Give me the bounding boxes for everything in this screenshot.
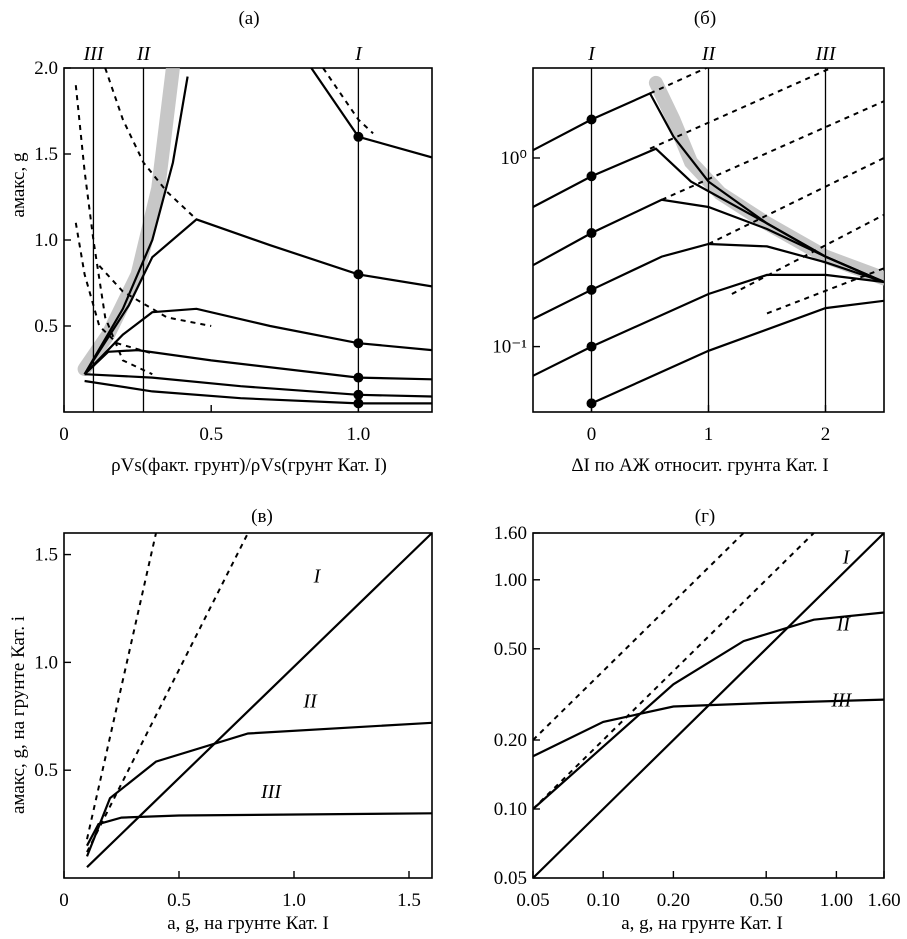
series-line-a-3 [83,348,432,381]
y-tick-label: 10⁻¹ [492,337,527,358]
x-tick-label: 0 [59,890,69,911]
y-tick-label: 1.00 [494,570,527,591]
series-II-c-1 [85,721,432,857]
data-point-a-2 [353,338,364,349]
x-tick-label: 0.10 [587,890,620,911]
data-point-a-5 [353,398,364,409]
vertical-label-I: I [587,43,596,65]
dashed-line-b-11 [766,267,884,315]
vertical-label-III: III [82,43,104,65]
dashed-line-a-10 [322,68,374,135]
dashed-line-d-4 [533,533,815,810]
y-tick-label: 1.5 [34,144,58,165]
data-point-b-0 [586,114,597,125]
data-point-b-4 [586,341,597,352]
dashed-line-b-7 [649,68,834,150]
y-tick-label: 1.5 [34,545,58,566]
data-point-a-0 [353,131,364,142]
plot-frame-a [63,67,433,413]
x-tick-label: 1.00 [820,890,853,911]
x-tick-label: 0.05 [516,890,549,911]
data-point-b-2 [586,228,597,239]
data-point-b-5 [586,398,597,409]
dashed-line-d-3 [533,533,745,741]
panel-a-title: (а) [238,8,259,29]
x-tick-label: 1.60 [867,890,900,911]
series-I-c-0 [86,533,432,868]
plot-frame-c [63,532,433,879]
panel-c-ylabel: aмакс, g, на грунте Кат. i [8,616,29,814]
line-label-II: II [302,691,318,713]
y-tick-label: 1.60 [494,523,527,544]
data-point-b-1 [586,171,597,182]
series-II-d-1 [533,611,884,810]
y-tick-label: 0.10 [494,799,527,820]
x-tick-label: 0 [587,424,597,445]
data-point-b-3 [586,284,597,295]
series-line-b-5 [591,299,884,405]
series-III-d-2 [533,698,884,758]
series-line-a-0 [83,76,189,375]
data-point-a-3 [353,372,364,383]
vertical-label-III: III [815,43,837,65]
dashed-line-b-9 [708,157,884,245]
x-tick-label: 0.20 [657,890,690,911]
dashed-line-c-4 [86,533,249,853]
panel-a-ylabel: aмакс, g [8,152,29,217]
vertical-label-II: II [136,43,152,65]
panel-c-xlabel: a, g, на грунте Кат. I [167,913,329,934]
panel-b-xlabel: ΔI по АЖ относит. грунта Кат. I [571,455,828,476]
series-line-a-6 [310,68,432,159]
dashed-line-a-7 [74,85,153,376]
plot-frame-d [532,532,885,879]
line-label-I: I [313,566,322,588]
data-point-a-4 [353,389,364,400]
x-tick-label: 0.50 [750,890,783,911]
x-tick-label: 1 [704,424,714,445]
y-tick-label: 0.05 [494,868,527,889]
panel-d-xlabel: a, g, на грунте Кат. I [621,913,783,934]
y-tick-label: 1.0 [34,230,58,251]
line-label-III: III [260,781,282,803]
y-tick-label: 0.20 [494,730,527,751]
panel-a-xlabel: ρVs(факт. грунт)/ρVs(грунт Кат. I) [111,455,387,476]
panel-d-title: (г) [695,506,715,527]
line-label-I: I [842,546,851,568]
x-tick-label: 1.0 [282,890,306,911]
y-tick-label: 0.5 [34,760,58,781]
x-tick-label: 2 [821,424,831,445]
series-line-a-5 [84,379,432,405]
vertical-label-II: II [701,43,717,65]
series-line-a-4 [84,373,432,398]
y-tick-label: 10⁰ [500,148,527,169]
series-III-c-2 [86,812,432,847]
y-tick-label: 1.0 [34,652,58,673]
panel-c-title: (в) [251,506,273,527]
data-point-a-1 [353,269,364,280]
y-tick-label: 0.50 [494,639,527,660]
vertical-label-I: I [354,43,363,65]
x-tick-label: 0.5 [199,424,223,445]
y-tick-label: 0.5 [34,316,58,337]
dashed-line-b-6 [649,68,709,95]
x-tick-label: 0.5 [167,890,191,911]
line-label-II: II [836,614,852,636]
dashed-line-c-3 [86,533,157,840]
series-line-a-2 [83,307,432,375]
dashed-line-a-8 [104,68,198,221]
x-tick-label: 1.5 [397,890,421,911]
dashed-line-b-8 [661,100,884,201]
series-line-b-4 [533,273,884,377]
panel-b-title: (б) [694,8,716,29]
line-label-III: III [830,690,852,712]
dashed-line-a-9 [74,222,153,355]
y-tick-label: 2.0 [34,58,58,79]
x-tick-label: 1.0 [347,424,371,445]
x-tick-label: 0 [59,424,69,445]
dashed-line-a-11 [98,265,212,327]
dashed-line-b-10 [731,213,884,295]
